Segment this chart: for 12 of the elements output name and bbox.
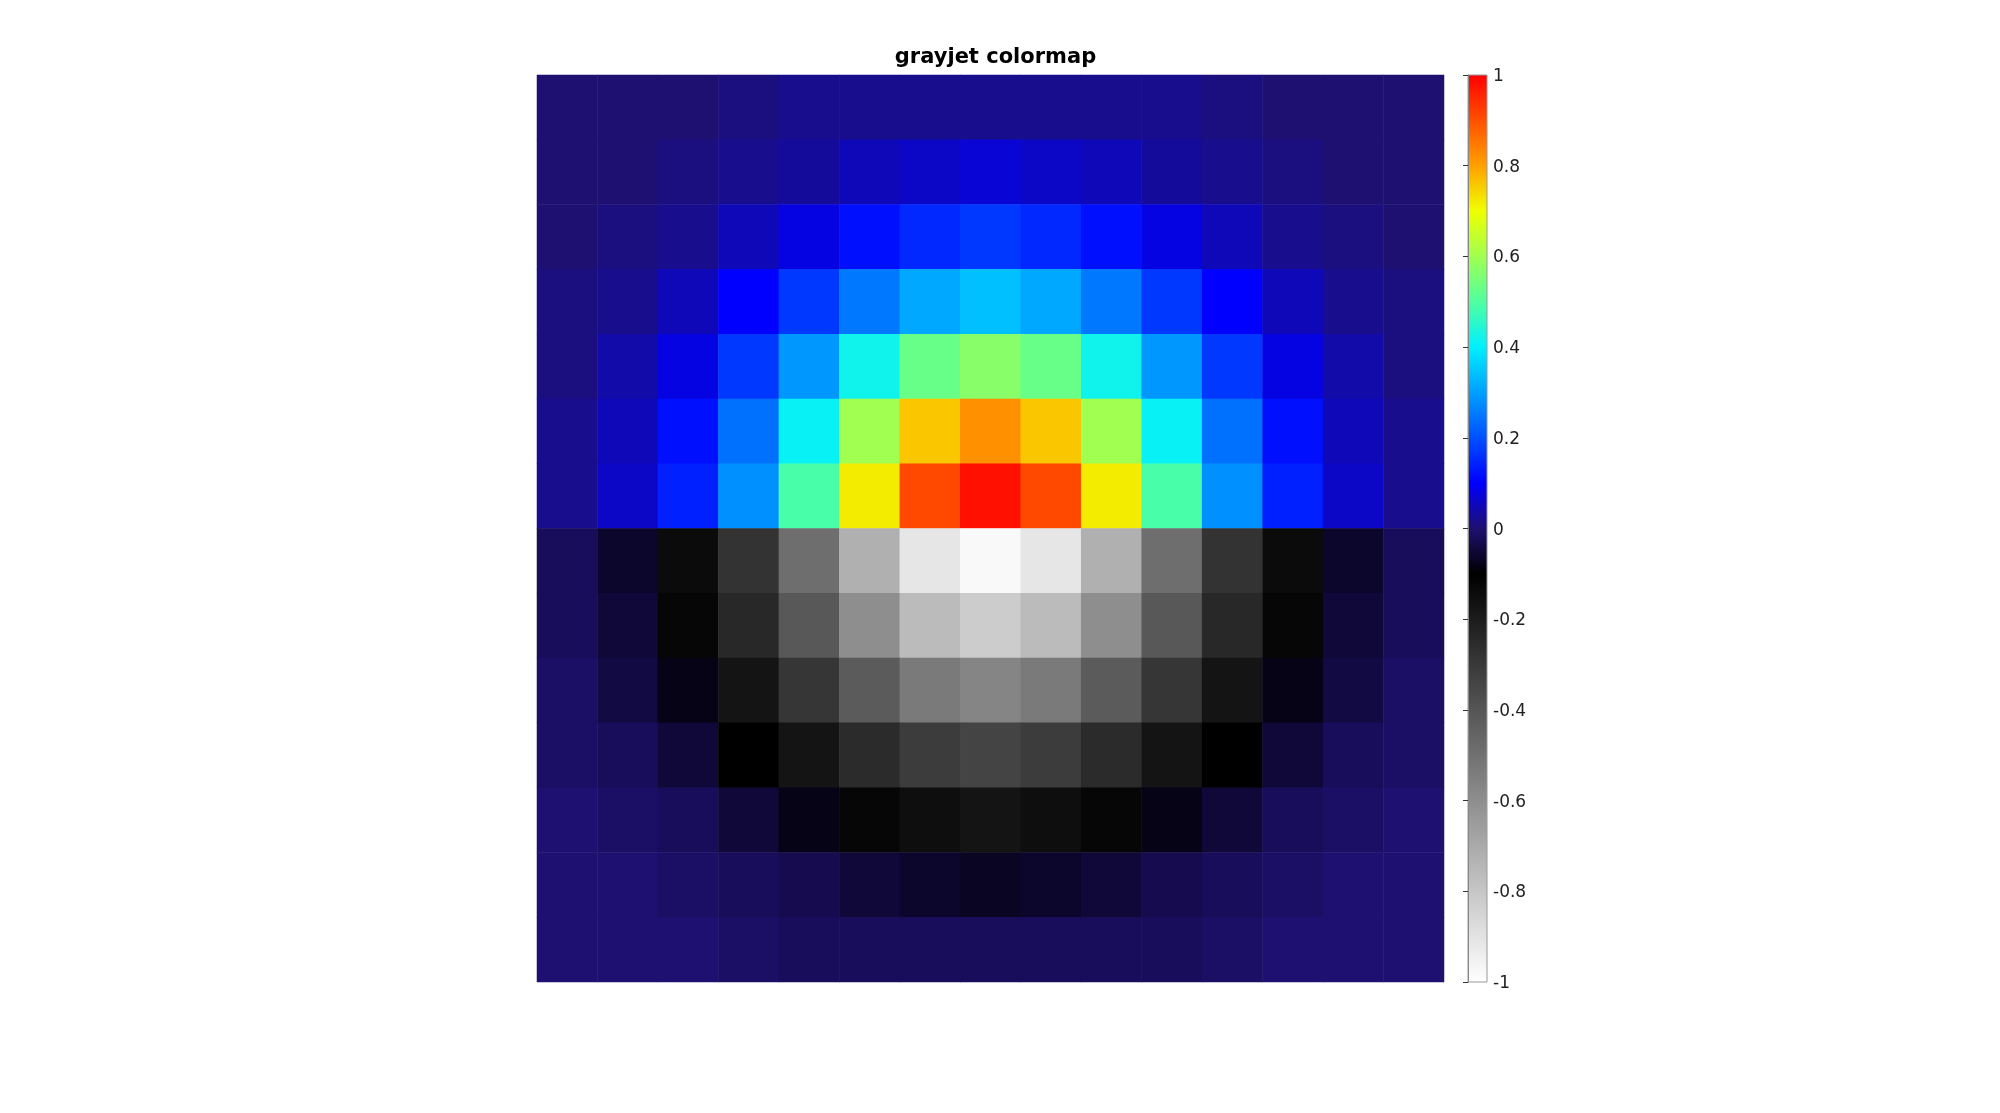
color-bar-label: 0.8 (1493, 155, 1521, 176)
color-bar-label: -0.4 (1493, 699, 1527, 720)
color-bar-label: 0.2 (1493, 427, 1521, 448)
color-bar-label: 0 (1493, 518, 1504, 539)
color-bar-label: -0.8 (1493, 881, 1527, 902)
color-bar-label: 1 (1493, 65, 1504, 85)
color-bar-label: 0.6 (1493, 246, 1521, 267)
color-bar-label: -0.6 (1493, 790, 1527, 811)
color-bar-label: -1 (1493, 972, 1510, 992)
chart-title: grayjet colormap (894, 43, 1097, 68)
color-bar-label: -0.2 (1493, 609, 1527, 630)
color-bar-label: 0.4 (1493, 337, 1521, 358)
